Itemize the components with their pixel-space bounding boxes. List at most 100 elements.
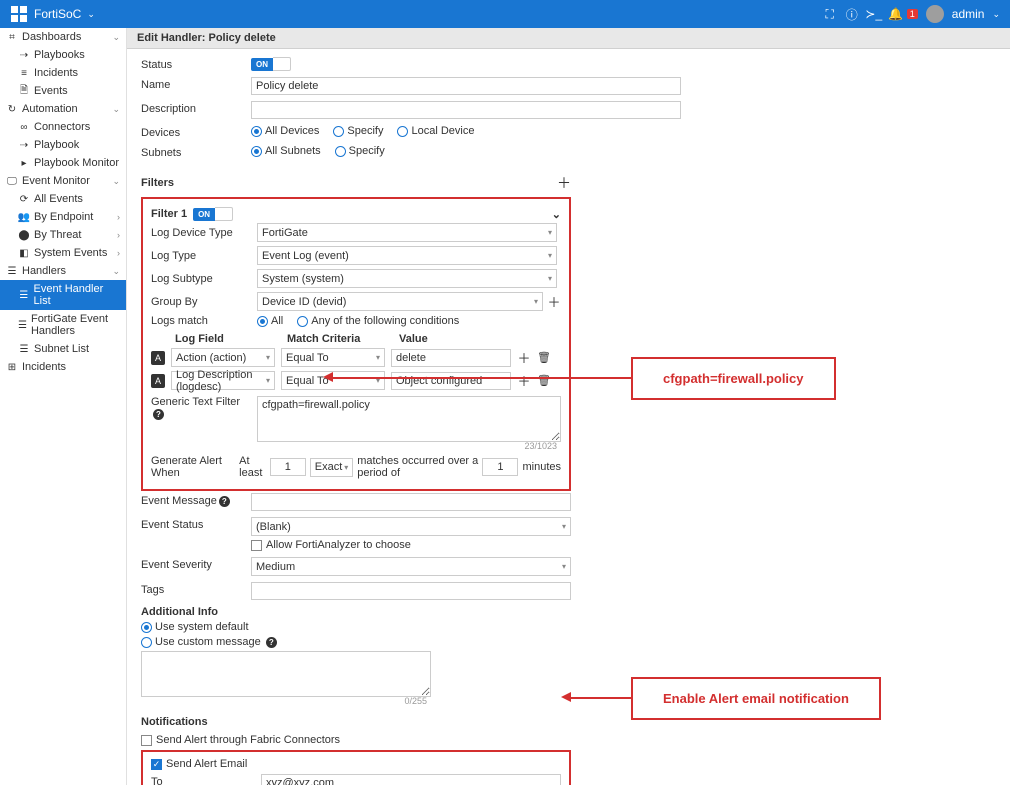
nav-icon: 🗎: [18, 85, 30, 97]
add-filter-button[interactable]: ＋: [557, 173, 571, 193]
row-delete-button[interactable]: 🗑: [537, 351, 551, 364]
sidebar-item-playbook[interactable]: ⇢ Playbook: [0, 136, 126, 154]
use-custom-message-radio[interactable]: Use custom message?: [141, 636, 571, 648]
gtf-counter: 23/1023: [257, 441, 561, 451]
name-input[interactable]: [251, 77, 681, 95]
devices-specify-radio[interactable]: Specify: [333, 125, 383, 137]
group-by-add-button[interactable]: ＋: [547, 295, 561, 309]
filter1-toggle[interactable]: ON: [193, 207, 233, 221]
event-severity-label: Event Severity: [141, 557, 251, 571]
gaw-mode-select[interactable]: Exact▾: [310, 458, 353, 477]
value-input[interactable]: [391, 349, 511, 367]
nav-label: Playbook Monitor: [34, 157, 119, 169]
sidebar-item-playbook-monitor[interactable]: ▸Playbook Monitor: [0, 154, 126, 172]
sidebar-item-automation[interactable]: ↻Automation⌄: [0, 100, 126, 118]
filters-heading: Filters: [141, 177, 174, 189]
sidebar-item-event-handler-list[interactable]: ☰Event Handler List: [0, 280, 126, 310]
log-device-type-label: Log Device Type: [151, 227, 253, 239]
filter1-collapse-icon[interactable]: ⌄: [552, 208, 561, 221]
log-type-select[interactable]: Event Log (event)▾: [257, 246, 557, 265]
nav-icon: 🖵: [6, 175, 18, 187]
sidebar-item-all-events[interactable]: ⟳All Events: [0, 190, 126, 208]
allow-choose-label: Allow FortiAnalyzer to choose: [266, 539, 411, 551]
nav-label: Playbook: [34, 139, 79, 151]
help-icon[interactable]: ⓘ: [845, 7, 859, 21]
event-severity-select[interactable]: Medium▾: [251, 557, 571, 576]
log-field-select[interactable]: Log Description (logdesc)▾: [171, 371, 275, 390]
sidebar-item-connectors[interactable]: ∞Connectors: [0, 118, 126, 136]
generic-text-filter-input[interactable]: [257, 396, 561, 442]
gaw-period-input[interactable]: [482, 458, 518, 476]
sidebar-item-by-threat[interactable]: ⬤By Threat›: [0, 226, 126, 244]
row-chip-icon: A: [151, 374, 165, 388]
sidebar-item-subnet-list[interactable]: ☰Subnet List: [0, 340, 126, 358]
row-add-button[interactable]: ＋: [517, 374, 531, 388]
gaw-count-input[interactable]: [270, 458, 306, 476]
event-status-select[interactable]: (Blank)▾: [251, 517, 571, 536]
row-add-button[interactable]: ＋: [517, 351, 531, 365]
status-toggle[interactable]: ON: [251, 57, 291, 71]
nav-icon: ☰: [18, 319, 27, 331]
sidebar-item-system-events[interactable]: ◧System Events›: [0, 244, 126, 262]
row-delete-button[interactable]: 🗑: [537, 374, 551, 387]
allow-choose-checkbox[interactable]: [251, 540, 262, 551]
name-label: Name: [141, 77, 251, 91]
sidebar-item-handlers[interactable]: ☰Handlers⌄: [0, 262, 126, 280]
product-name[interactable]: FortiSoC: [34, 7, 81, 21]
bell-count: 1: [907, 9, 918, 19]
use-system-default-radio[interactable]: Use system default: [141, 621, 571, 633]
subnets-specify-radio[interactable]: Specify: [335, 145, 385, 157]
sidebar-item-fortigate-event-handlers[interactable]: ☰FortiGate Event Handlers: [0, 310, 126, 340]
annotation-arrowhead-2: [561, 692, 571, 702]
user-caret-icon[interactable]: ⌄: [992, 9, 1000, 20]
bell-icon[interactable]: 🔔: [889, 7, 903, 21]
logs-match-label: Logs match: [151, 315, 253, 327]
sidebar-item-events[interactable]: 🗎 Events: [0, 82, 126, 100]
custom-message-help-icon[interactable]: ?: [266, 637, 277, 648]
product-caret-icon[interactable]: ⌄: [87, 9, 95, 20]
match-criteria-select[interactable]: Equal To▾: [281, 348, 385, 367]
log-subtype-select[interactable]: System (system)▾: [257, 269, 557, 288]
logs-match-all-radio[interactable]: All: [257, 315, 283, 327]
cli-icon[interactable]: ≻_: [867, 7, 881, 21]
nav-label: Events: [34, 85, 68, 97]
event-message-input[interactable]: [251, 493, 571, 511]
sidebar-item-incidents[interactable]: ≡Incidents: [0, 64, 126, 82]
gtf-help-icon[interactable]: ?: [153, 409, 164, 420]
tags-input[interactable]: [251, 582, 571, 600]
log-field-select[interactable]: Action (action)▾: [171, 348, 275, 367]
generic-text-filter-label: Generic Text Filter: [151, 396, 240, 408]
email-to-input[interactable]: [261, 774, 561, 785]
username[interactable]: admin: [952, 7, 985, 21]
devices-local-radio[interactable]: Local Device: [397, 125, 474, 137]
sidebar-item-by-endpoint[interactable]: 👥By Endpoint›: [0, 208, 126, 226]
value-input[interactable]: [391, 372, 511, 390]
event-message-help-icon[interactable]: ?: [219, 496, 230, 507]
nav-icon: ◧: [18, 247, 30, 259]
group-by-select[interactable]: Device ID (devid)▾: [257, 292, 543, 311]
sidebar-item-playbooks[interactable]: ⇢Playbooks: [0, 46, 126, 64]
gaw-atleast: At least: [239, 455, 266, 479]
sidebar-item-event-monitor[interactable]: 🖵Event Monitor⌄: [0, 172, 126, 190]
log-device-type-select[interactable]: FortiGate▾: [257, 223, 557, 242]
chevron-icon: ⌄: [112, 266, 120, 277]
description-input[interactable]: [251, 101, 681, 119]
devices-all-radio[interactable]: All Devices: [251, 125, 319, 137]
nav-icon: ↻: [6, 103, 18, 115]
status-label: Status: [141, 57, 251, 71]
avatar-icon[interactable]: [926, 5, 944, 23]
sidebar-item-incidents[interactable]: ⊞Incidents: [0, 358, 126, 376]
nav-icon: ⇢: [18, 139, 30, 151]
expand-icon[interactable]: ⛶: [823, 7, 837, 21]
gaw-mid: matches occurred over a period of: [357, 455, 478, 479]
subnets-all-radio[interactable]: All Subnets: [251, 145, 321, 157]
event-message-label: Event Message: [141, 495, 217, 507]
sidebar: ⌗Dashboards⌄⇢Playbooks≡Incidents 🗎 Events ↻…: [0, 28, 127, 785]
send-email-checkbox[interactable]: ✓: [151, 759, 162, 770]
sidebar-item-dashboards[interactable]: ⌗Dashboards⌄: [0, 28, 126, 46]
tags-label: Tags: [141, 582, 251, 596]
custom-message-input[interactable]: [141, 651, 431, 697]
send-fabric-checkbox[interactable]: [141, 735, 152, 746]
match-criteria-select[interactable]: Equal To▾: [281, 371, 385, 390]
logs-match-any-radio[interactable]: Any of the following conditions: [297, 315, 459, 327]
